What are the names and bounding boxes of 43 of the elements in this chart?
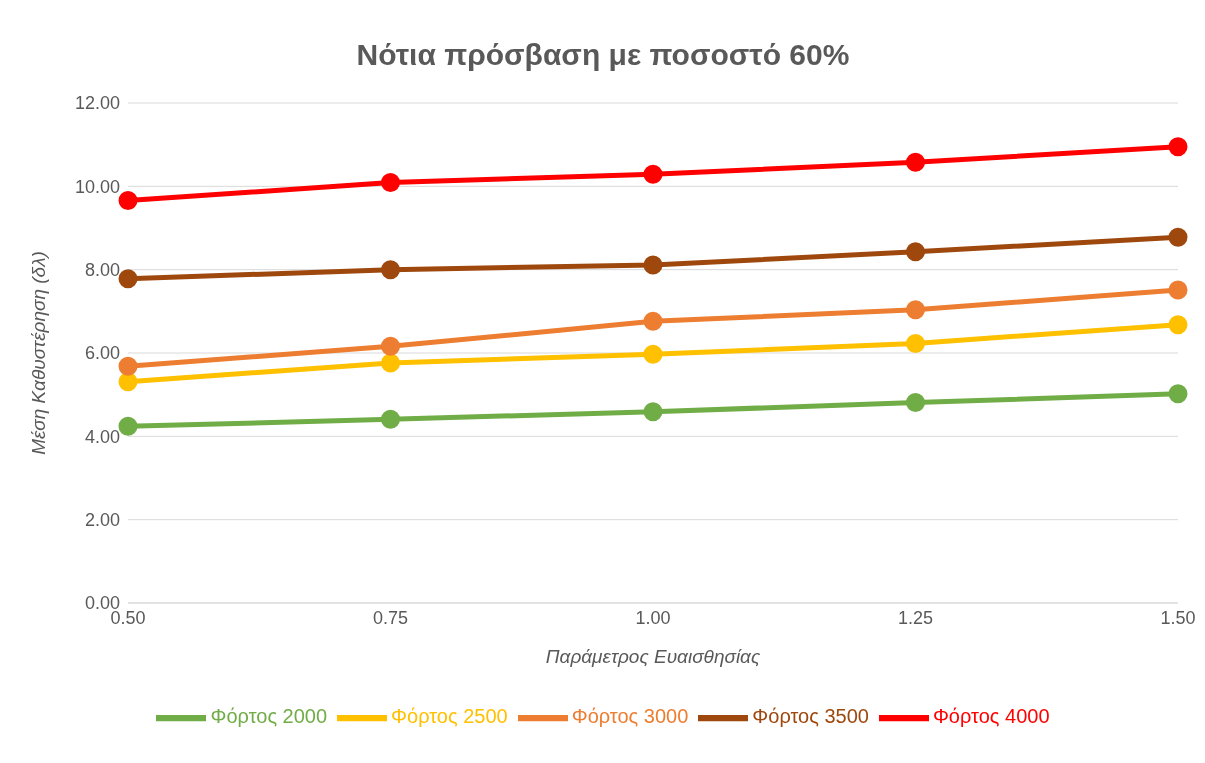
point bbox=[906, 333, 925, 353]
point bbox=[1168, 227, 1188, 247]
point bbox=[118, 372, 138, 392]
point bbox=[906, 242, 925, 262]
y-axis-title: Μέση Καθυστέρηση (δλ) bbox=[27, 251, 49, 455]
y-tick-label: 12.00 bbox=[74, 93, 120, 114]
point bbox=[381, 260, 400, 280]
chart-title: Νότια πρόσβαση με ποσοστό 60% bbox=[355, 37, 851, 73]
point bbox=[1168, 137, 1188, 157]
legend-label: Φόρτος 2500 bbox=[391, 705, 508, 728]
legend-label: Φόρτος 4000 bbox=[932, 705, 1050, 728]
y-tick-label: 2.00 bbox=[84, 510, 120, 531]
x-tick-label: 1.50 bbox=[1160, 607, 1196, 628]
y-tick-label: 10.00 bbox=[74, 176, 120, 197]
point bbox=[118, 416, 138, 436]
point bbox=[1168, 315, 1188, 335]
x-tick-label: 1.25 bbox=[897, 607, 934, 628]
point bbox=[381, 353, 400, 373]
point bbox=[118, 356, 138, 376]
point bbox=[1168, 280, 1188, 300]
legend-label: Φόρτος 3000 bbox=[571, 705, 689, 728]
point bbox=[381, 173, 400, 193]
point bbox=[643, 255, 663, 275]
point bbox=[906, 300, 925, 320]
point bbox=[118, 191, 138, 210]
y-tick-label: 4.00 bbox=[84, 426, 120, 447]
y-tick-label: 6.00 bbox=[84, 343, 120, 364]
point bbox=[906, 393, 925, 413]
point bbox=[381, 336, 400, 356]
point bbox=[1168, 384, 1188, 404]
point bbox=[643, 344, 663, 364]
point bbox=[118, 269, 138, 289]
x-axis-title: Παράμετρος Ευαισθησίας bbox=[545, 646, 761, 667]
x-tick-label: 1.00 bbox=[635, 607, 671, 628]
point bbox=[906, 152, 925, 172]
y-tick-label: 8.00 bbox=[84, 260, 120, 281]
x-tick-label: 0.75 bbox=[372, 607, 409, 628]
point bbox=[643, 311, 663, 331]
point bbox=[381, 409, 400, 429]
legend-label: Φόρτος 3500 bbox=[752, 705, 869, 728]
legend-label: Φόρτος 2000 bbox=[210, 705, 328, 728]
point bbox=[643, 164, 663, 184]
point bbox=[643, 402, 663, 422]
